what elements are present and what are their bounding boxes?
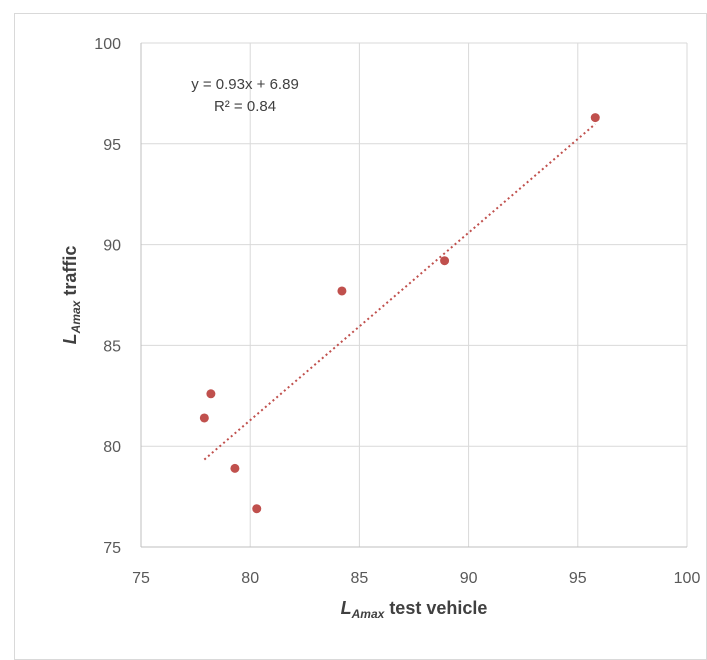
- x-axis-title-main: L: [341, 598, 352, 618]
- x-tick-label: 95: [569, 570, 587, 587]
- trendline: [203, 123, 596, 461]
- data-point: [440, 256, 450, 266]
- y-tick-label: 95: [103, 137, 121, 154]
- y-tick-label: 90: [103, 238, 121, 255]
- x-axis-title: LAmax test vehicle: [341, 598, 488, 621]
- x-axis-title-rest: test vehicle: [384, 598, 487, 618]
- r-squared-label: R² = 0.84: [214, 98, 276, 115]
- y-tick-label: 85: [103, 338, 121, 355]
- y-axis-title-main: L: [60, 333, 80, 344]
- y-axis-title-subscript: Amax: [69, 299, 83, 334]
- x-tick-label: 85: [351, 570, 369, 587]
- tick-labels: 75 80 85 90 95 100 75 80 85 90 95 100: [94, 36, 700, 587]
- y-axis-title-rest: traffic: [60, 246, 80, 301]
- trendline-equation: y = 0.93x + 6.89: [191, 76, 299, 93]
- x-tick-label: 90: [460, 570, 478, 587]
- axes: [140, 43, 687, 548]
- x-axis-title-subscript: Amax: [351, 607, 386, 621]
- y-tick-label: 80: [103, 439, 121, 456]
- data-point: [252, 504, 262, 514]
- x-tick-label: 75: [132, 570, 150, 587]
- x-tick-label: 80: [241, 570, 259, 587]
- x-tick-label: 100: [674, 570, 701, 587]
- chart-area: [14, 13, 707, 660]
- data-point: [230, 463, 240, 473]
- data-point: [590, 113, 600, 123]
- y-axis-title: LAmax traffic: [60, 246, 83, 345]
- gridlines: [141, 42, 688, 547]
- y-tick-label: 75: [103, 540, 121, 557]
- data-point: [206, 389, 216, 399]
- y-tick-label: 100: [94, 36, 121, 53]
- data-point: [337, 286, 347, 296]
- data-point: [199, 413, 209, 423]
- data-points: [199, 113, 600, 514]
